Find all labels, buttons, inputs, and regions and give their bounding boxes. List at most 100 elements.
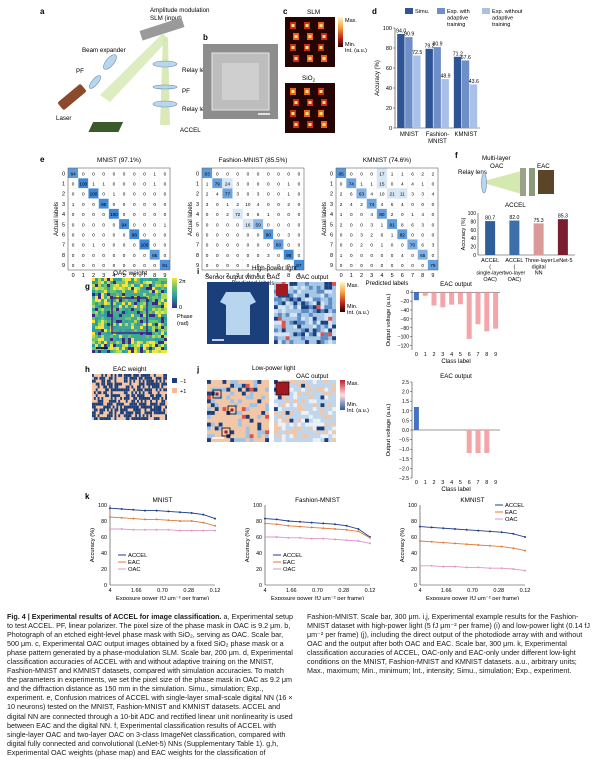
oac-pixel	[281, 320, 286, 325]
matrix-value: 0	[432, 253, 435, 258]
eac-pixel	[142, 405, 145, 409]
eac-pixel	[133, 379, 136, 383]
eac-pixel	[125, 376, 128, 380]
matrix-value: 0	[432, 202, 435, 207]
phase-pixel	[101, 338, 104, 341]
category-label: digital	[532, 264, 546, 270]
phase-pixel	[143, 335, 146, 338]
oac-output-title-i: OAC output	[296, 274, 329, 281]
phase-pixel	[155, 290, 158, 293]
col-tick-label: 7	[277, 273, 280, 279]
eac-pixel	[142, 382, 145, 386]
matrix-value: 0	[72, 182, 75, 187]
eac-pixel	[122, 402, 124, 406]
series-line	[109, 516, 216, 527]
phase-pixel	[128, 284, 131, 287]
sensor-pixel	[210, 434, 215, 439]
matrix-value: 0	[350, 263, 353, 268]
eac-pixel	[110, 414, 113, 418]
col-tick-label: 2	[226, 273, 229, 279]
phase-pixel	[98, 299, 101, 302]
x-tick-label: 4	[108, 588, 111, 594]
eac-pixel	[131, 411, 134, 415]
y-tick-label: 40	[470, 236, 476, 242]
x-tick-label: 0.70	[312, 588, 323, 594]
phase-pixel	[113, 302, 116, 305]
matrix-value: 0	[72, 253, 75, 258]
oac-pixel	[285, 418, 290, 423]
col-tick-label: 4	[380, 273, 383, 279]
x-tick-label: 8	[485, 480, 488, 486]
matrix-value: 0	[401, 212, 404, 217]
matrix-value: 3	[432, 243, 435, 248]
sensor-pixel	[207, 395, 211, 400]
phase-pixel	[131, 308, 134, 311]
eac-pixel	[161, 382, 164, 386]
matrix-value: 0	[391, 263, 394, 268]
matrix-value: 0	[432, 212, 435, 217]
y-tick-label: 0.5	[402, 418, 409, 424]
phase-pixel	[143, 350, 146, 353]
phase-pixel	[92, 284, 95, 287]
series-point	[202, 513, 205, 516]
phase-pixel	[107, 347, 110, 350]
oac-pixel	[285, 297, 290, 302]
sensor-pixel	[210, 399, 215, 404]
matrix-value: 0	[113, 253, 116, 258]
phase-pixel	[119, 323, 122, 326]
phase-pixel	[140, 341, 143, 344]
oac-pixel	[293, 282, 298, 286]
phase-pixel	[119, 341, 122, 344]
phase-pixel	[119, 320, 122, 323]
phase-pixel	[152, 281, 155, 284]
oac-pixel	[324, 438, 329, 442]
phase-top: 2π	[179, 279, 186, 285]
eac-pixel	[153, 402, 156, 406]
row-tick-label: 2	[196, 192, 199, 198]
matrix-value: 0	[153, 212, 156, 217]
col-tick-label: 1	[82, 273, 85, 279]
phase-pixel	[98, 287, 101, 290]
matrix-value: 2	[340, 192, 343, 197]
oac-pixel	[297, 313, 302, 317]
oac-pixel	[285, 403, 290, 408]
oac-pixel	[297, 332, 302, 337]
series-point	[202, 529, 205, 532]
phase-pixel	[134, 329, 137, 332]
matrix-value: 16	[245, 222, 251, 227]
oac-pixel	[289, 305, 294, 310]
matrix-value: 63	[359, 192, 365, 197]
oac-pixel	[316, 332, 321, 337]
col-tick-label: 1	[350, 273, 353, 279]
matrix-value: 0	[92, 212, 95, 217]
eac-pixel	[112, 388, 115, 392]
eac-pixel	[114, 385, 117, 389]
phase-pixel	[92, 302, 95, 305]
col-tick-label: 2	[360, 273, 363, 279]
eac-pixel	[95, 402, 98, 406]
matrix-value: 0	[133, 192, 136, 197]
eac-pixel	[150, 411, 152, 415]
oac-pixel	[320, 434, 325, 439]
bar	[457, 292, 463, 305]
matrix-value: 0	[287, 171, 290, 176]
oac-pixel	[332, 383, 336, 388]
oac-pixel	[281, 395, 286, 400]
phase-pixel	[95, 329, 98, 332]
phase-pixel	[110, 347, 113, 350]
row-tick-label: 1	[62, 182, 65, 188]
eac-pixel	[146, 411, 149, 415]
matrix-value: 0	[432, 182, 435, 187]
phase-pixel	[128, 278, 131, 281]
phase-pixel	[164, 347, 167, 350]
y-tick-label: −2.5	[399, 476, 409, 482]
matrix-value: 70	[410, 243, 416, 248]
amplitude-modulation-label: Amplitude modulation	[150, 7, 210, 14]
matrix-frame	[201, 167, 305, 271]
matrix-value: 0	[216, 263, 219, 268]
matrix-value: 0	[164, 233, 167, 238]
phase-pixel	[158, 323, 161, 326]
matrix-value: 0	[82, 171, 85, 176]
sensor-pixel	[257, 399, 262, 404]
eac-pixel	[161, 402, 164, 406]
